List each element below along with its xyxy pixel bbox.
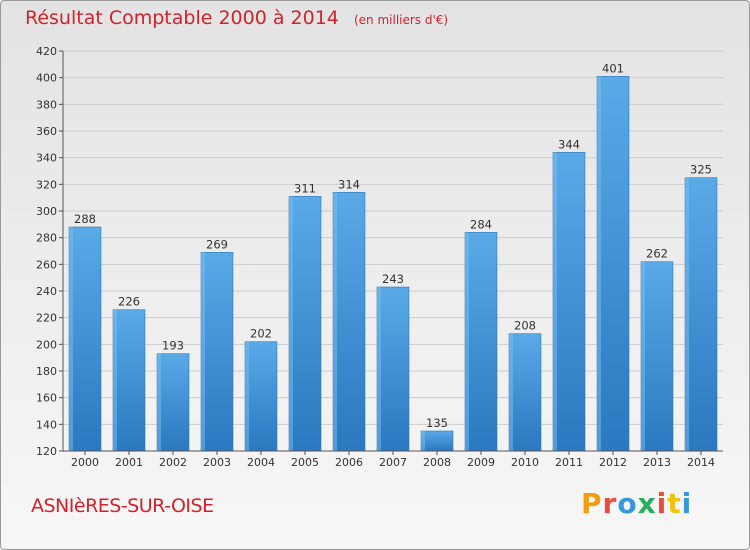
bar-highlight: [377, 287, 381, 451]
bar-2000: [68, 226, 102, 452]
y-tick-label: 140: [36, 418, 57, 431]
y-tick-label: 320: [36, 178, 57, 191]
logo-letter: x: [637, 487, 657, 520]
bar-highlight: [685, 177, 689, 451]
data-label: 325: [690, 163, 712, 177]
bar-2014: [684, 177, 718, 452]
data-label: 193: [162, 339, 184, 353]
chart-subtitle: (en milliers d'€): [353, 13, 449, 27]
city-name: ASNIèRES-SUR-OISE: [31, 495, 214, 517]
x-tick-label: 2003: [203, 456, 231, 469]
data-label: 262: [646, 247, 668, 261]
y-tick-label: 420: [36, 45, 57, 58]
bar-2001: [112, 309, 146, 452]
bar-2005: [288, 196, 322, 452]
x-tick-label: 2007: [379, 456, 407, 469]
logo-letter: i: [681, 487, 693, 520]
title-row: Résultat Comptable 2000 à 2014 (en milli…: [25, 7, 448, 29]
data-label: 288: [74, 212, 96, 226]
data-label: 243: [382, 272, 404, 286]
x-tick-label: 2008: [423, 456, 451, 469]
bar-2011: [552, 152, 586, 452]
bar-highlight: [465, 232, 469, 451]
y-tick-label: 340: [36, 152, 57, 165]
bar-highlight: [157, 353, 161, 451]
bar-2007: [376, 286, 410, 452]
data-label: 311: [294, 181, 316, 195]
bar-highlight: [245, 341, 249, 451]
bar-highlight: [69, 227, 73, 451]
y-tick-label: 160: [36, 392, 57, 405]
bar-highlight: [113, 309, 117, 451]
x-tick-label: 2014: [687, 456, 715, 469]
x-tick-label: 2001: [115, 456, 143, 469]
data-label: 284: [470, 217, 492, 231]
bar-highlight: [553, 152, 557, 452]
x-tick-label: 2010: [511, 456, 539, 469]
y-tick-label: 400: [36, 72, 57, 85]
logo-letter: t: [667, 487, 682, 520]
bar-2004: [244, 341, 278, 452]
bar-highlight: [289, 196, 293, 451]
bar-highlight: [641, 261, 645, 451]
bar-2002: [156, 353, 190, 452]
bar-2010: [508, 333, 542, 452]
bar-highlight: [597, 76, 601, 451]
labels-layer: 288 226 193 269 202 311 314 243 135 284 208 344 401 2…: [74, 61, 712, 430]
proxiti-logo[interactable]: Proxiti: [581, 487, 692, 520]
y-tick-label: 260: [36, 258, 57, 271]
bar-highlight: [421, 431, 425, 451]
chart-title: Résultat Comptable 2000 à 2014: [25, 7, 339, 29]
y-tick-label: 120: [36, 445, 57, 458]
y-tick-label: 180: [36, 365, 57, 378]
x-tick-label: 2002: [159, 456, 187, 469]
data-label: 314: [338, 177, 360, 191]
bar-2009: [464, 232, 498, 452]
data-label: 269: [206, 237, 228, 251]
logo-letter: P: [581, 487, 603, 520]
data-label: 135: [426, 416, 448, 430]
y-tick-label: 200: [36, 338, 57, 351]
logo-letter: i: [656, 487, 668, 520]
data-label: 401: [602, 61, 624, 75]
logo-letter: r: [602, 487, 618, 520]
bar-2008: [420, 430, 454, 452]
y-tick-label: 300: [36, 205, 57, 218]
x-tick-label: 2009: [467, 456, 495, 469]
x-tick-label: 2006: [335, 456, 363, 469]
y-tick-label: 360: [36, 125, 57, 138]
data-label: 344: [558, 137, 580, 151]
bar-2006: [332, 192, 366, 452]
bars-layer: [68, 76, 718, 452]
data-label: 208: [514, 319, 536, 333]
y-tick-label: 240: [36, 285, 57, 298]
logo-letter: o: [617, 487, 638, 520]
y-tick-label: 220: [36, 312, 57, 325]
y-tick-label: 380: [36, 98, 57, 111]
x-tick-label: 2011: [555, 456, 583, 469]
bar-highlight: [509, 333, 513, 451]
bar-2012: [596, 76, 630, 452]
x-tick-label: 2013: [643, 456, 671, 469]
data-label: 202: [250, 327, 272, 341]
bar-2013: [640, 261, 674, 452]
x-tick-label: 2000: [71, 456, 99, 469]
bar-2003: [200, 252, 234, 452]
y-tick-label: 280: [36, 232, 57, 245]
data-label: 226: [118, 295, 140, 309]
x-tick-label: 2012: [599, 456, 627, 469]
x-tick-label: 2005: [291, 456, 319, 469]
bar-highlight: [201, 252, 205, 451]
x-tick-label: 2004: [247, 456, 275, 469]
bar-highlight: [333, 192, 337, 452]
axis-layer: 120 140 160 180 200 220 240 260 280 300 320 340 360 3…: [36, 45, 723, 469]
